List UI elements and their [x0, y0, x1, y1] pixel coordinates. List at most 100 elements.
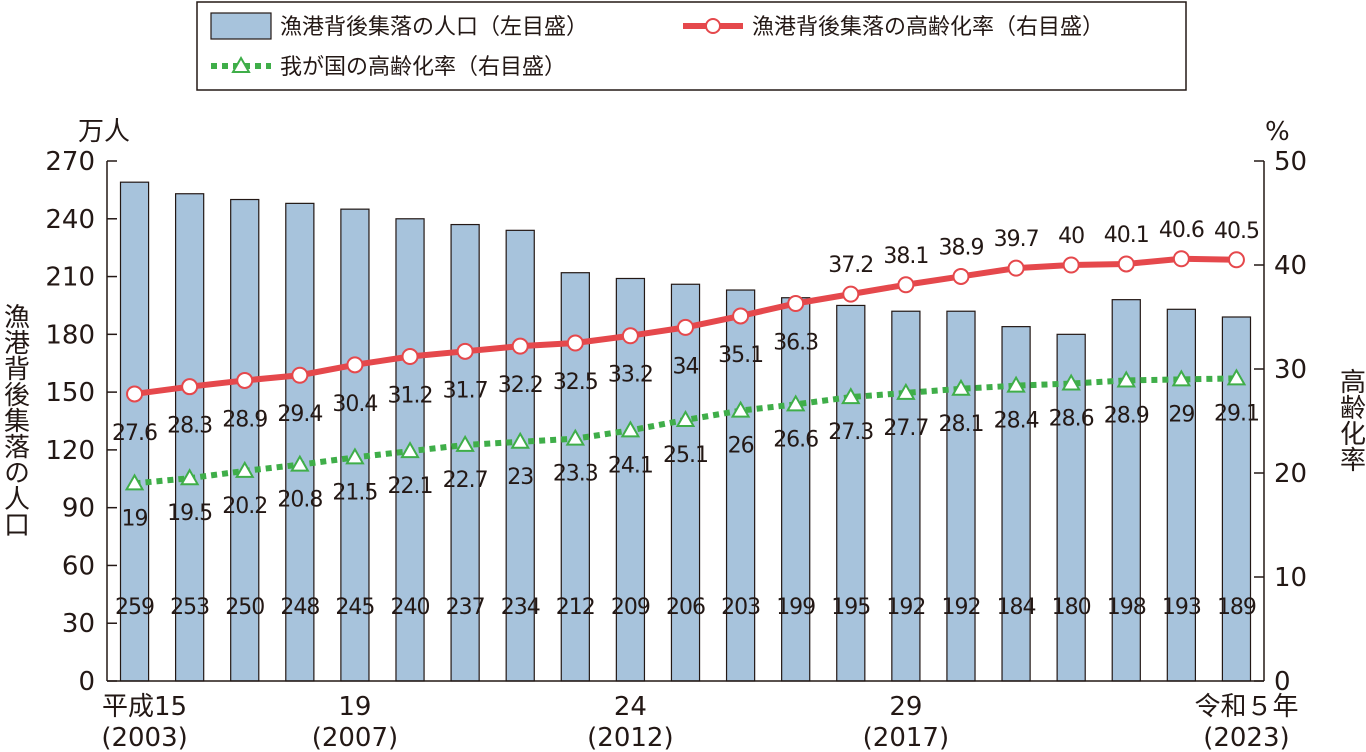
hamlet-rate-label: 36.3 [773, 330, 818, 355]
hamlet-rate-label: 38.9 [938, 235, 983, 260]
national-rate-label: 20.2 [222, 494, 267, 519]
left-axis-unit: 万人 [78, 117, 130, 147]
hamlet-rate-label: 32.2 [498, 373, 543, 398]
hamlet-rate-label: 27.6 [112, 421, 157, 446]
population-bar-label: 240 [391, 595, 430, 620]
hamlet-rate-point [127, 386, 142, 401]
hamlet-rate-label: 39.7 [994, 227, 1039, 252]
hamlet-rate-point [347, 357, 362, 372]
hamlet-rate-point [237, 373, 252, 388]
legend-label-national-rate: 我が国の高齢化率（右目盛） [280, 55, 566, 80]
hamlet-rate-label: 34 [673, 354, 699, 379]
population-bar-label: 259 [115, 595, 154, 620]
national-rate-label: 21.5 [332, 480, 377, 505]
hamlet-rate-point [733, 308, 748, 323]
population-bar-label: 206 [666, 595, 705, 620]
right-tick-label: 50 [1274, 147, 1307, 177]
hamlet-rate-point [1009, 261, 1024, 276]
hamlet-rate-label: 28.3 [167, 414, 212, 439]
x-label-western-year: (2017) [863, 723, 949, 752]
x-label-western-year: (2007) [312, 723, 398, 752]
hamlet-rate-label: 40 [1058, 224, 1084, 249]
population-bar [1112, 300, 1140, 681]
population-bar-label: 250 [225, 595, 264, 620]
hamlet-rate-label: 31.7 [443, 378, 488, 403]
hamlet-rate-point [1174, 251, 1189, 266]
right-tick-label: 30 [1274, 355, 1307, 385]
right-axis-title: 高齢化率 [1336, 368, 1366, 472]
hamlet-rate-label: 37.2 [828, 253, 873, 278]
hamlet-rate-point [678, 320, 693, 335]
hamlet-rate-label: 40.1 [1104, 223, 1149, 248]
national-rate-label: 24.1 [608, 453, 653, 478]
population-bar [892, 311, 920, 681]
national-rate-label: 25.1 [663, 443, 708, 468]
hamlet-rate-label: 30.4 [332, 392, 377, 417]
left-tick-label: 0 [78, 667, 95, 697]
population-bar-label: 203 [721, 595, 760, 620]
national-rate-label: 29.1 [1214, 401, 1259, 426]
national-rate-label: 22.1 [388, 474, 433, 499]
hamlet-rate-point [953, 269, 968, 284]
national-rate-label: 20.8 [277, 488, 322, 513]
hamlet-rate-label: 28.9 [222, 407, 267, 432]
hamlet-rate-point [513, 339, 528, 354]
hamlet-rate-point [898, 277, 913, 292]
national-rate-label: 22.7 [443, 468, 488, 493]
right-tick-label: 20 [1274, 459, 1307, 489]
population-bar [1167, 309, 1195, 681]
population-bar-label: 198 [1107, 595, 1146, 620]
left-tick-label: 60 [62, 551, 95, 581]
right-tick-label: 40 [1274, 251, 1307, 281]
x-label-western-year: (2023) [1203, 723, 1289, 752]
hamlet-rate-point [292, 368, 307, 383]
left-axis-title: 漁港背後集落の人口 [0, 303, 30, 537]
national-rate-label: 26.6 [773, 427, 818, 452]
population-bar [947, 311, 975, 681]
national-rate-label: 29 [1168, 402, 1194, 427]
national-rate-label: 28.4 [994, 409, 1039, 434]
legend: 漁港背後集落の人口（左目盛） 漁港背後集落の高齢化率（右目盛） 我が国の高齢化率… [197, 2, 1186, 90]
x-label-year: 令和５年 [1194, 692, 1298, 722]
hamlet-rate-point [458, 344, 473, 359]
hamlet-rate-label: 38.1 [883, 244, 928, 269]
left-tick-label: 30 [62, 609, 95, 639]
population-bar-label: 234 [501, 595, 540, 620]
left-tick-label: 240 [45, 205, 95, 235]
population-bar-label: 189 [1217, 595, 1256, 620]
hamlet-rate-label: 33.2 [608, 363, 653, 388]
legend-swatch-population [211, 13, 271, 39]
left-tick-label: 150 [45, 378, 95, 408]
legend-label-population: 漁港背後集落の人口（左目盛） [280, 15, 588, 40]
x-label-western-year: (2003) [101, 723, 187, 752]
hamlet-rate-point [843, 287, 858, 302]
population-bar [837, 305, 865, 681]
legend-swatch-hamlet-marker [706, 19, 720, 33]
national-rate-label: 23 [507, 465, 533, 490]
left-tick-label: 180 [45, 320, 95, 350]
hamlet-rate-point [1229, 252, 1244, 267]
left-tick-label: 210 [45, 263, 95, 293]
national-rate-label: 28.9 [1104, 403, 1149, 428]
national-rate-label: 27.3 [828, 420, 873, 445]
population-bar-label: 209 [611, 595, 650, 620]
x-label-year: 24 [614, 692, 647, 722]
population-bar-label: 199 [776, 595, 815, 620]
population-bar-label: 193 [1162, 595, 1201, 620]
population-bar-label: 248 [280, 595, 319, 620]
population-bar-label: 237 [446, 595, 485, 620]
population-bar-label: 245 [335, 595, 374, 620]
national-rate-label: 27.7 [883, 416, 928, 441]
hamlet-rate-point [568, 336, 583, 351]
hamlet-rate-point [182, 379, 197, 394]
left-tick-label: 270 [45, 147, 95, 177]
x-label-year: 29 [889, 692, 922, 722]
hamlet-rate-label: 29.4 [277, 402, 322, 427]
hamlet-rate-label: 40.6 [1159, 218, 1204, 243]
hamlet-rate-point [1119, 256, 1134, 271]
left-tick-label: 90 [62, 494, 95, 524]
national-rate-label: 19.5 [167, 501, 212, 526]
hamlet-rate-label: 40.5 [1214, 219, 1259, 244]
population-bar-label: 195 [831, 595, 870, 620]
